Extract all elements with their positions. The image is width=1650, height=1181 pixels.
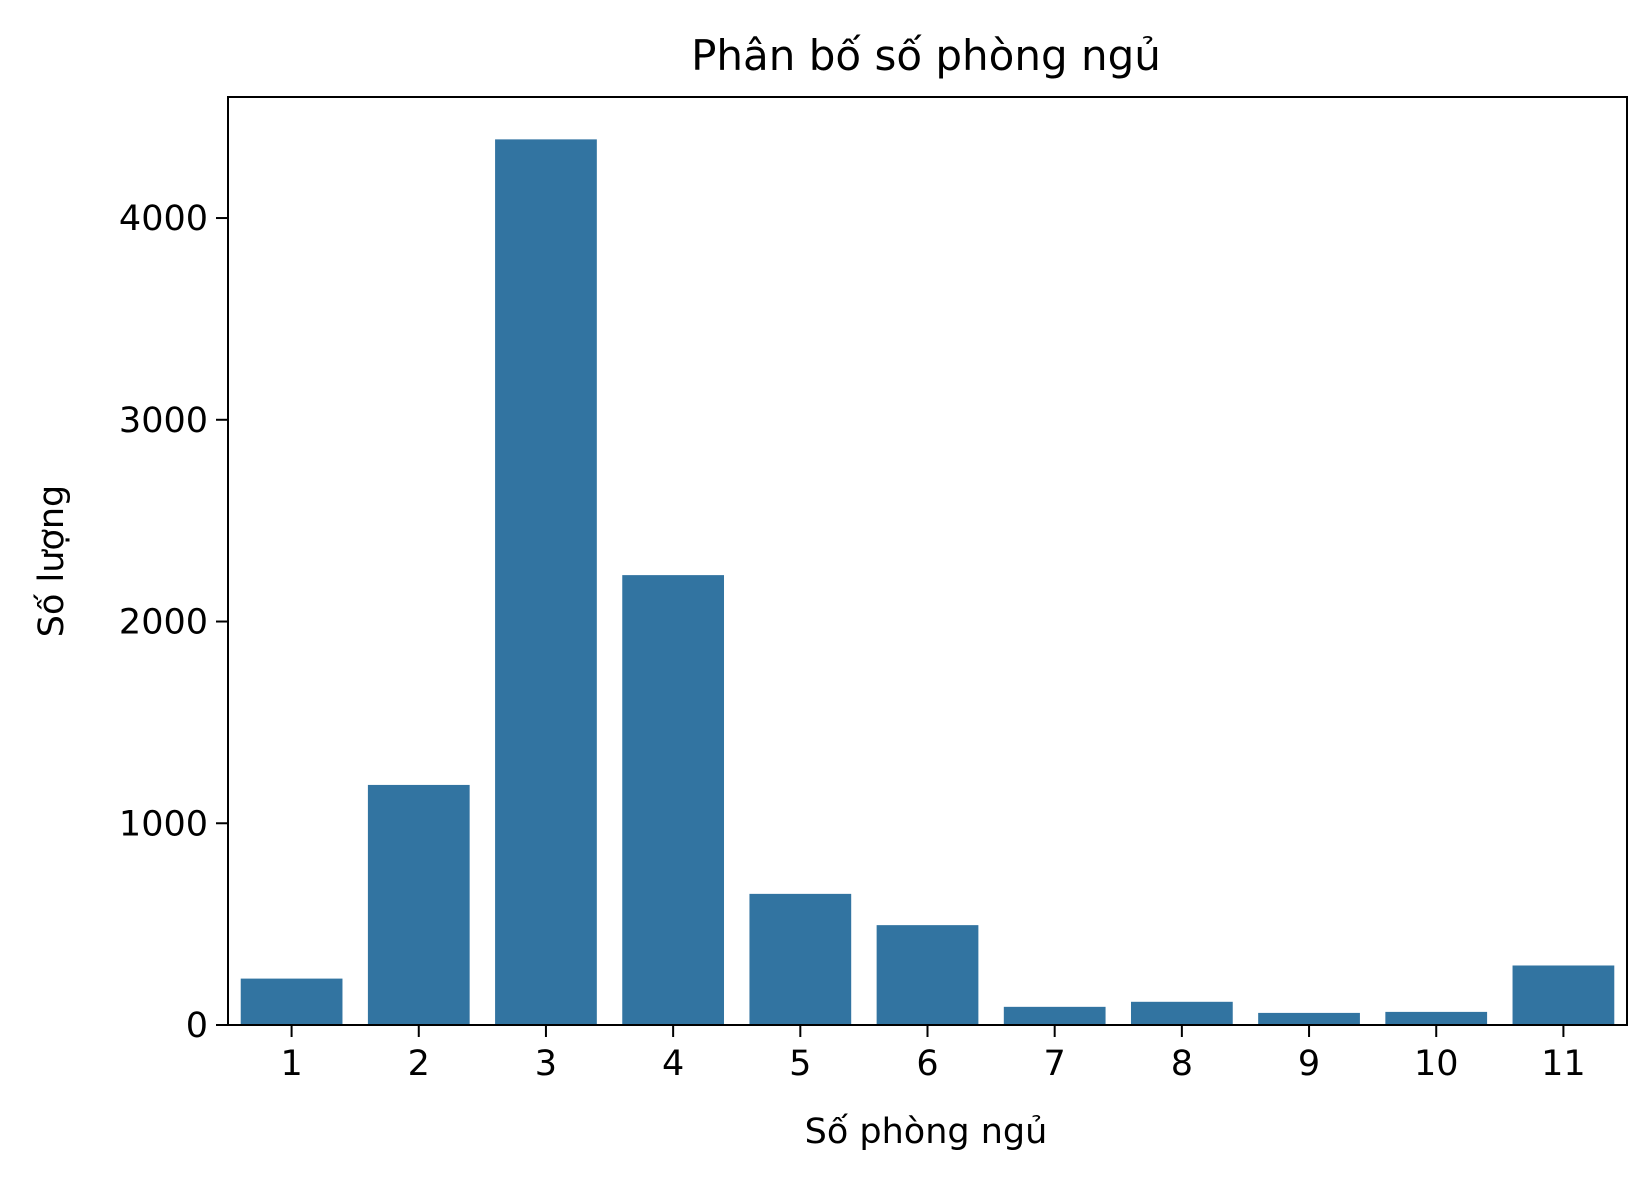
- bar-11: [1513, 965, 1615, 1025]
- x-tick-label-9: 9: [1298, 1044, 1320, 1084]
- chart-title: Phân bố số phòng ngủ: [691, 31, 1161, 80]
- y-tick-label-1000: 1000: [119, 804, 208, 844]
- x-axis-ticks: 1 2 3 4 5 6 7 8 9 10 11: [280, 1025, 1585, 1084]
- bar-8: [1131, 1002, 1233, 1025]
- bar-4: [622, 575, 724, 1025]
- x-tick-label-7: 7: [1044, 1044, 1066, 1084]
- bar-7: [1004, 1007, 1106, 1025]
- x-tick-label-11: 11: [1541, 1044, 1586, 1084]
- x-tick-label-5: 5: [789, 1044, 811, 1084]
- bar-5: [749, 894, 851, 1025]
- y-tick-label-0: 0: [186, 1006, 208, 1046]
- x-tick-label-3: 3: [535, 1044, 557, 1084]
- bar-9: [1258, 1013, 1360, 1025]
- bars-group: [241, 139, 1615, 1025]
- bar-10: [1385, 1012, 1487, 1025]
- y-axis-ticks: 0 1000 2000 3000 4000: [119, 199, 228, 1046]
- bar-6: [877, 925, 979, 1025]
- bar-3: [495, 139, 597, 1025]
- x-tick-label-8: 8: [1171, 1044, 1193, 1084]
- x-tick-label-2: 2: [408, 1044, 430, 1084]
- y-tick-label-3000: 3000: [119, 401, 208, 441]
- x-tick-label-10: 10: [1414, 1044, 1459, 1084]
- x-tick-label-4: 4: [662, 1044, 684, 1084]
- bar-2: [368, 785, 470, 1025]
- y-axis-label: Số lượng: [32, 485, 72, 637]
- bar-1: [241, 979, 343, 1025]
- y-tick-label-2000: 2000: [119, 603, 208, 643]
- x-tick-label-1: 1: [280, 1044, 302, 1084]
- y-tick-label-4000: 4000: [119, 199, 208, 239]
- x-tick-label-6: 6: [916, 1044, 938, 1084]
- x-axis-label: Số phòng ngủ: [805, 1112, 1048, 1152]
